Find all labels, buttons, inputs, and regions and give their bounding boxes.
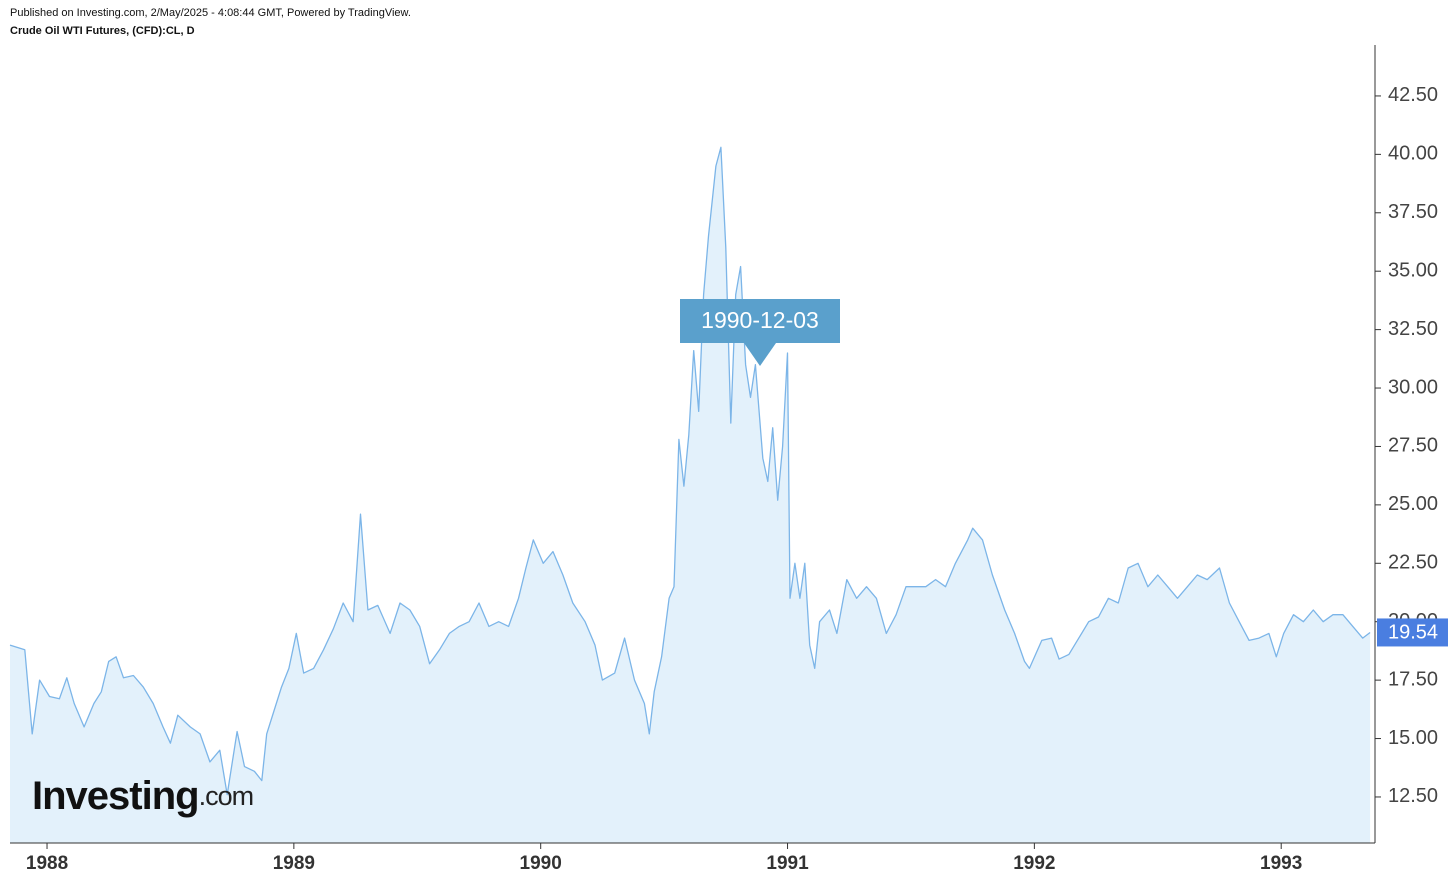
y-tick-label: 35.00: [1388, 259, 1438, 281]
annotation: 1990-12-03: [680, 299, 840, 366]
x-tick-label: 1989: [273, 853, 315, 874]
chart-title: Crude Oil WTI Futures, (CFD):CL, D: [10, 25, 195, 37]
logo: Investing.com: [32, 774, 254, 818]
annotation-pointer: [744, 343, 776, 366]
x-tick-label: 1990: [520, 853, 562, 874]
y-tick-label: 15.00: [1388, 727, 1438, 749]
y-tick-label: 22.50: [1388, 552, 1438, 574]
x-tick-label: 1992: [1013, 853, 1055, 874]
area-fill: [10, 147, 1371, 844]
logo-suffix: .com: [199, 781, 254, 811]
last-price-label: 19.54: [1388, 622, 1438, 644]
y-tick-label: 40.00: [1388, 143, 1438, 165]
x-tick-label: 1991: [766, 853, 809, 874]
logo-text: Investing.com: [32, 774, 253, 818]
y-tick-label: 32.50: [1388, 318, 1438, 340]
y-tick-label: 17.50: [1388, 668, 1438, 690]
price-line: [9, 146, 1371, 796]
y-tick-label: 27.50: [1388, 435, 1438, 457]
y-tick-label: 42.50: [1388, 84, 1438, 106]
y-tick-label: 30.00: [1388, 376, 1438, 398]
x-tick-label: 1988: [26, 853, 68, 874]
plot-area: [9, 146, 1371, 844]
logo-brand: Investing: [32, 774, 199, 818]
annotation-box: [680, 299, 840, 343]
annotation-text: 1990-12-03: [701, 307, 819, 333]
y-tick-label: 37.50: [1388, 201, 1438, 223]
header: Published on Investing.com, 2/May/2025 -…: [10, 7, 411, 19]
y-tick-label: 12.50: [1388, 785, 1438, 807]
x-tick-label: 1993: [1260, 853, 1302, 874]
last-price-box: [1377, 618, 1448, 647]
y-tick-label: 25.00: [1388, 493, 1438, 515]
